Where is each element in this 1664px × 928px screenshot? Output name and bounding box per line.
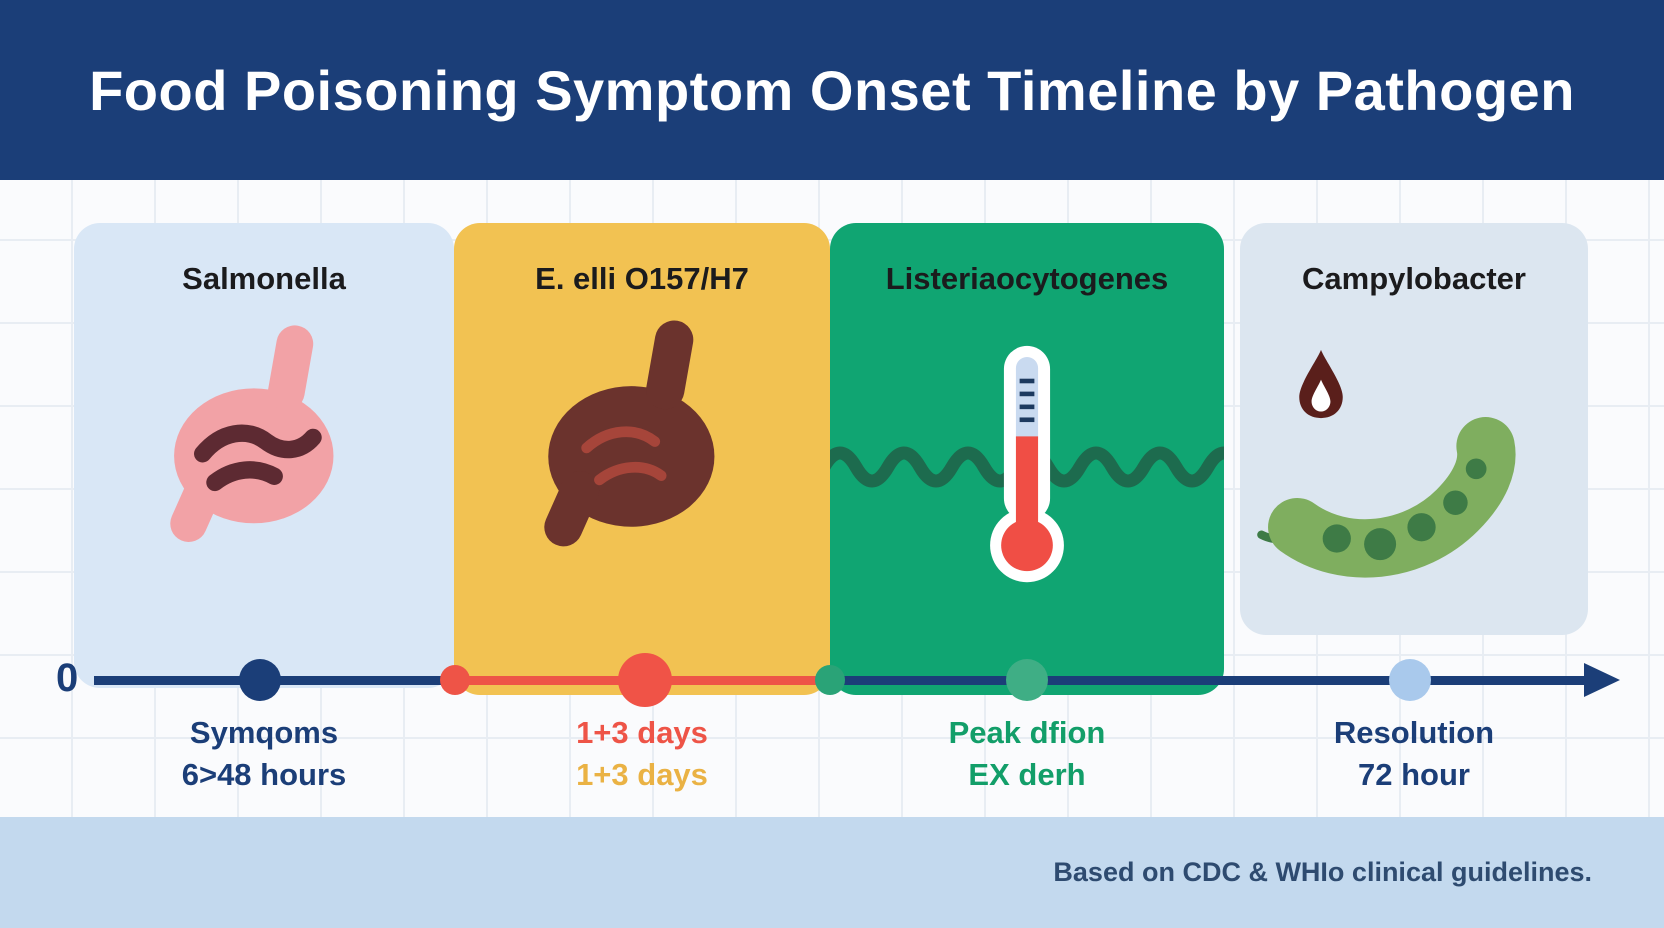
header: Food Poisoning Symptom Onset Timeline by… [0, 0, 1664, 180]
label-line2: EX derh [968, 757, 1086, 792]
timeline-dot-green [1006, 659, 1048, 701]
stomach-icon [170, 325, 334, 543]
timeline-dot-red-large [618, 653, 672, 707]
thermometer-icon [990, 345, 1064, 583]
pathogen-card-listeria: Listeriaocytogenes [830, 223, 1224, 695]
timeline-arrowhead-icon [1584, 663, 1620, 697]
card-title: Listeriaocytogenes [885, 261, 1169, 296]
card-title: Salmonella [182, 261, 346, 296]
pathogen-card-ecoli: E. elli O157/H7 [454, 223, 830, 695]
timeline-label-salmonella: Symqoms 6>48 hours [74, 712, 454, 796]
timeline-label-listeria: Peak dfion EX derh [830, 712, 1224, 796]
label-line1: Resolution [1333, 715, 1495, 750]
timeline-label-ecoli: 1+3 days 1+3 days [454, 712, 830, 796]
page-title: Food Poisoning Symptom Onset Timeline by… [89, 58, 1575, 122]
footer: Based on CDC & WHIo clinical guidelines. [0, 817, 1664, 928]
pathogen-card-salmonella: Salmonella [74, 223, 454, 688]
timeline-label-campylobacter: Resolution 72 hour [1240, 712, 1588, 796]
timeline-dot-teal [815, 665, 845, 695]
label-line2: 72 hour [1358, 757, 1470, 792]
card-title: Campylobacter [1302, 261, 1526, 296]
timeline-dot-lightblue [1389, 659, 1431, 701]
label-line1: Peak dfion [948, 715, 1106, 750]
timeline-dot-navy [239, 659, 281, 701]
blood-droplet-icon [1299, 349, 1343, 419]
label-line1: Symqoms [189, 715, 339, 750]
label-line2: 1+3 days [576, 757, 708, 792]
card-title: E. elli O157/H7 [535, 261, 749, 296]
pathogen-card-campylobacter: Campylobacter [1240, 223, 1588, 635]
source-note: Based on CDC & WHIo clinical guidelines. [1053, 857, 1592, 887]
stomach-dark-icon [544, 320, 715, 547]
timeline-origin-label: 0 [56, 656, 79, 700]
bacteria-icon [1257, 417, 1516, 578]
label-line2: 6>48 hours [181, 757, 347, 792]
timeline-dot-red-small [440, 665, 470, 695]
timeline-segment-navy-2 [830, 676, 1586, 685]
label-line1: 1+3 days [576, 715, 708, 750]
